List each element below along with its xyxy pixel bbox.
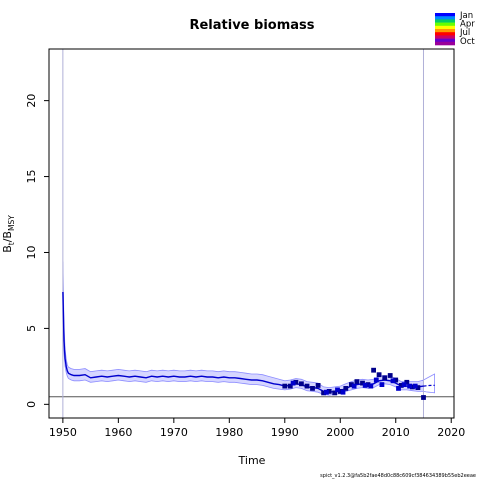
observation-point — [343, 386, 349, 391]
observation-point — [398, 383, 404, 388]
forecast-line — [423, 384, 435, 387]
observation-point — [393, 377, 399, 383]
estimate-line — [62, 291, 424, 393]
legend-label: Jul — [459, 28, 470, 38]
x-axis: 1950 1960 1970 1980 1990 2000 2010 2020 — [49, 418, 465, 439]
observation-point — [401, 382, 407, 387]
x-tick-label: 1980 — [215, 426, 243, 439]
y-tick-label: 0 — [25, 401, 38, 408]
observation-point — [321, 390, 326, 396]
plot-area — [49, 49, 454, 418]
x-tick-label: 1960 — [104, 426, 132, 439]
legend-color-swatch — [435, 29, 455, 33]
observation-point — [293, 379, 299, 385]
legend-label: Oct — [460, 37, 475, 47]
observation-point — [351, 383, 357, 389]
legend-color-swatch — [435, 13, 455, 17]
svg-text:Bt/BMSY: Bt/BMSY — [1, 215, 16, 253]
observation-point — [421, 395, 426, 400]
observation-point — [299, 381, 304, 387]
legend-color-swatch — [435, 22, 455, 27]
observation-point — [337, 389, 343, 394]
forecast-confidence-band — [423, 373, 435, 394]
x-tick-label: 2020 — [437, 426, 465, 439]
y-label-sub1: t — [7, 242, 16, 245]
legend-label: Apr — [460, 20, 475, 30]
y-tick-label: 5 — [25, 325, 38, 332]
y-label-main: B — [1, 245, 14, 253]
observation-point — [326, 389, 332, 394]
y-label-main-2: B — [1, 231, 14, 239]
observation-point — [362, 383, 368, 388]
legend-color-swatch — [435, 41, 455, 46]
observation-point — [335, 387, 340, 393]
plot-frame — [48, 48, 455, 419]
observation-point — [376, 372, 382, 378]
observation-point — [365, 382, 371, 387]
observation-point — [390, 378, 396, 384]
y-tick-label: 10 — [25, 245, 38, 259]
y-tick-label: 15 — [25, 170, 38, 184]
x-tick-label: 1950 — [49, 426, 77, 439]
observation-point — [382, 375, 388, 381]
legend-color-swatch — [435, 19, 455, 23]
observation-point — [404, 379, 410, 385]
observation-point — [360, 380, 365, 386]
version-footer: spict_v1.2.3@fa5b2fae48d0c88c609cf384634… — [320, 473, 476, 479]
observation-point — [282, 383, 288, 389]
observation-point — [415, 385, 421, 390]
observation-point — [290, 380, 296, 386]
legend-label: Jan — [459, 11, 473, 21]
observation-point — [373, 377, 379, 383]
observation-point — [410, 384, 415, 390]
x-tick-label: 2010 — [382, 426, 410, 439]
x-axis-label: Time — [238, 454, 266, 467]
legend-color-swatch — [435, 35, 455, 39]
observation-point — [387, 373, 393, 378]
y-axis: 0 5 10 15 20 — [25, 94, 49, 408]
legend-color-swatch — [435, 38, 455, 43]
x-tick-label: 1990 — [271, 426, 299, 439]
chart-title: Relative biomass — [189, 18, 314, 33]
y-axis-label: Bt/BMSY — [1, 215, 16, 253]
y-tick-label: 20 — [25, 94, 38, 108]
observation-point — [368, 383, 374, 389]
observation-point — [287, 383, 293, 389]
legend-color-swatch — [435, 16, 455, 20]
observation-point — [396, 386, 401, 391]
x-tick-label: 2000 — [326, 426, 354, 439]
observation-point — [304, 383, 310, 389]
observation-point — [349, 382, 354, 387]
observation-point — [310, 386, 315, 391]
observation-point — [379, 382, 385, 387]
observation-point — [324, 389, 329, 395]
legend-color-swatch — [435, 32, 455, 36]
observation-point — [354, 379, 360, 384]
observation-point — [332, 390, 338, 396]
observation-point — [407, 383, 412, 389]
x-tick-label: 1970 — [160, 426, 188, 439]
observation-point — [412, 383, 418, 389]
legend-color-swatch — [435, 25, 455, 30]
y-label-sub2: MSY — [7, 215, 16, 231]
observation-point — [340, 389, 346, 395]
observation-point — [315, 383, 321, 388]
observation-point — [371, 367, 376, 373]
